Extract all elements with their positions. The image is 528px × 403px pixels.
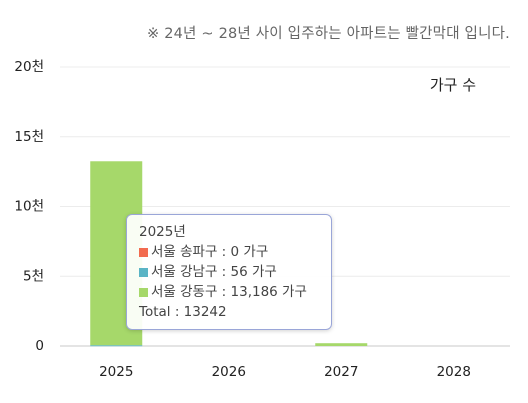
tooltip-row-gangdong: 서울 강동구 : 13,186 가구 — [139, 282, 319, 302]
tooltip-row-label: 서울 강남구 : 56 가구 — [151, 264, 277, 280]
tooltip-row-label: 서울 송파구 : 0 가구 — [151, 244, 269, 260]
tooltip-row-label: 서울 강동구 : 13,186 가구 — [151, 284, 307, 300]
unit-label: 가구 수 — [430, 76, 476, 94]
x-tick-label: 2028 — [437, 364, 471, 380]
bar-2027-series-2[interactable] — [315, 343, 368, 346]
x-tick-label: 2026 — [212, 364, 246, 380]
y-tick-label: 15천 — [14, 129, 44, 145]
y-tick-label: 10천 — [14, 199, 44, 215]
y-tick-label: 5천 — [23, 268, 44, 284]
y-tick-label: 0 — [35, 338, 44, 354]
songpa-swatch — [139, 247, 148, 257]
gangdong-swatch — [139, 287, 148, 297]
y-tick-label: 20천 — [14, 59, 44, 75]
tooltip: 2025년 서울 송파구 : 0 가구 서울 강남구 : 56 가구 서울 강동… — [126, 214, 332, 330]
x-tick-label: 2027 — [324, 364, 358, 380]
tooltip-title: 2025년 — [139, 224, 186, 240]
gangnam-swatch — [139, 267, 148, 277]
bar-2025-series-1[interactable] — [90, 345, 143, 347]
tooltip-row-songpa: 서울 송파구 : 0 가구 — [139, 242, 319, 262]
tooltip-row-gangnam: 서울 강남구 : 56 가구 — [139, 262, 319, 282]
x-axis-ticks: 2025 2026 2027 2028 — [99, 364, 471, 380]
chart-note: ※ 24년 ~ 28년 사이 입주하는 아파트는 빨간막대 입니다. — [147, 26, 510, 42]
tooltip-total: Total : 13242 — [139, 304, 227, 320]
y-axis-ticks: 0 5천 10천 15천 20천 — [14, 59, 44, 354]
x-tick-label: 2025 — [99, 364, 133, 380]
